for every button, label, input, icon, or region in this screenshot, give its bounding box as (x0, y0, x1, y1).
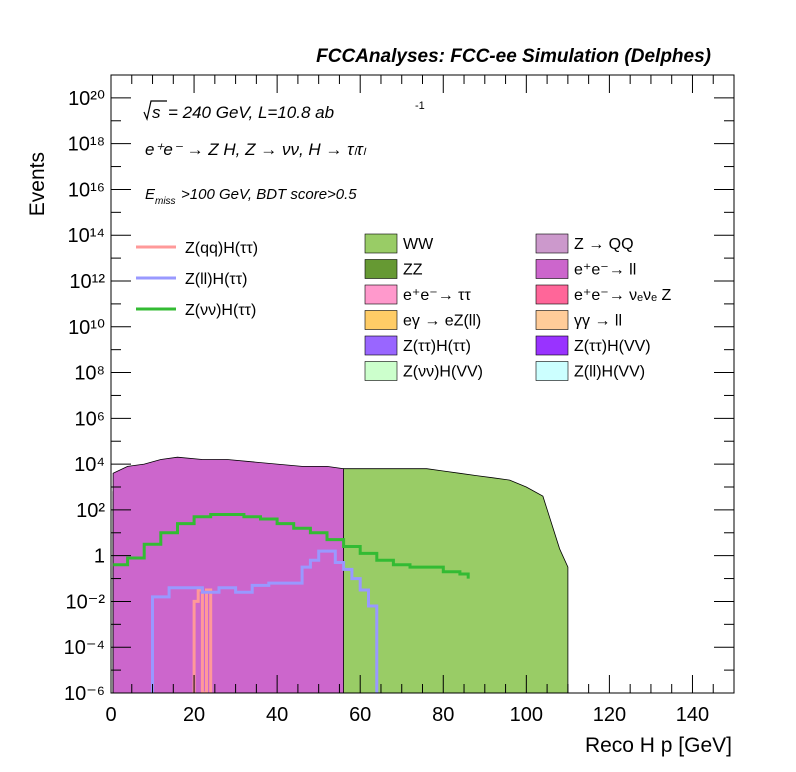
y-tick-label: 10⁶ (75, 408, 105, 430)
annotation-sqrt-s: s = 240 GeV, L=10.8 ab -1 (143, 100, 425, 122)
legend-background-swatch (535, 310, 569, 330)
y-tick-label: 10⁻² (66, 591, 106, 613)
legend-background-label: Z(ll)H(VV) (574, 364, 645, 381)
legend-background-label: ZZ (403, 262, 423, 279)
y-tick-label: 10¹⁴ (68, 225, 106, 247)
legend-background-label: Z(ττ)H(VV) (574, 338, 651, 355)
y-axis-label: Events (26, 152, 49, 216)
legend-background-label: Z(ττ)H(ττ) (403, 338, 471, 355)
legend-signal-label: Z(ll)H(ττ) (185, 271, 247, 288)
y-tick-label: 10² (76, 500, 105, 522)
annotation-cut: E miss >100 GeV, BDT score>0.5 (145, 186, 357, 207)
legend-background-label: Z(νν)H(VV) (403, 364, 483, 381)
signal-curves (113, 513, 470, 693)
legend-signal-label: Z(qq)H(ττ) (185, 240, 258, 257)
x-tick-label: 0 (105, 704, 116, 726)
legend-background-swatch (364, 259, 398, 279)
legend-signal-label: Z(νν)H(ττ) (185, 302, 256, 319)
annotation-sqrt-s-text: = 240 GeV, L=10.8 ab (168, 103, 334, 122)
signal-series-2 (113, 513, 470, 579)
legend: Z(qq)H(ττ) Z(ll)H(ττ) Z(νν)H(ττ) WW Z → QQ ZZ… (136, 233, 671, 381)
y-tick-label: 10⁻⁶ (64, 683, 105, 705)
signal-series-1 (151, 549, 379, 693)
legend-background-swatch (364, 284, 398, 305)
annotation-s: s (152, 103, 161, 122)
annotation-cut-sub: miss (155, 196, 176, 207)
chart-title: FCCAnalyses: FCC-ee Simulation (Delphes) (316, 46, 711, 67)
y-tick-label: 10²⁰ (68, 88, 105, 110)
legend-background-label: γγ → ll (574, 313, 622, 330)
y-tick-label: 10¹² (69, 271, 105, 293)
y-tick-label: 10⁴ (74, 454, 105, 476)
legend-background-label: WW (403, 236, 434, 253)
stacked-backgrounds (112, 456, 569, 693)
legend-background-label: Z → QQ (574, 236, 634, 253)
legend-background-swatch (535, 335, 569, 356)
legend-background-label: e⁺e⁻→ ll (574, 262, 636, 279)
x-tick-label: 20 (183, 704, 205, 726)
axes: 0 20 40 60 80 100 120 140 10⁻⁶ 10⁻⁴ 10⁻² 1 10² 10⁴ 10⁶… (64, 74, 735, 726)
legend-background-swatch (535, 284, 569, 305)
x-tick-label: 100 (510, 704, 543, 726)
legend-background-swatch (535, 259, 569, 279)
y-tick-label: 10¹⁶ (68, 179, 105, 201)
x-tick-label: 140 (676, 704, 709, 726)
legend-background-label: e⁺e⁻→ νₑνₑ Z (574, 287, 671, 304)
y-tick-label: 10⁻⁴ (64, 637, 105, 659)
x-tick-label: 60 (349, 704, 371, 726)
x-tick-label: 40 (266, 704, 288, 726)
legend-background-swatch (535, 361, 569, 381)
y-tick-label: 10⁸ (74, 363, 105, 385)
y-tick-label: 1 (94, 546, 105, 568)
annotation-cut-text: >100 GeV, BDT score>0.5 (181, 186, 357, 203)
legend-background-swatch (364, 233, 398, 254)
x-axis-label: Reco H p [GeV] (585, 734, 732, 757)
background-series-10 (112, 456, 344, 693)
x-tick-label: 80 (432, 704, 454, 726)
signal-series-0 (192, 588, 213, 693)
y-tick-label: 10¹⁸ (68, 134, 105, 156)
annotation-cut-var: E (145, 186, 156, 203)
legend-background-label: eγ → eZ(ll) (403, 313, 481, 330)
annotation-lumi-exponent: -1 (415, 100, 425, 112)
x-tick-label: 120 (593, 704, 626, 726)
annotation-process: e⁺e⁻ → Z H, Z → νν, H → τₗτₗ (145, 140, 367, 159)
legend-background-swatch (364, 361, 398, 381)
background-series-8 (343, 468, 569, 693)
legend-background-swatch (535, 233, 569, 254)
sqrt-symbol (143, 100, 167, 121)
legend-background-swatch (364, 335, 398, 356)
y-tick-label: 10¹⁰ (68, 317, 105, 339)
legend-background-swatch (364, 310, 398, 330)
legend-background-label: e⁺e⁻→ ττ (403, 287, 471, 304)
